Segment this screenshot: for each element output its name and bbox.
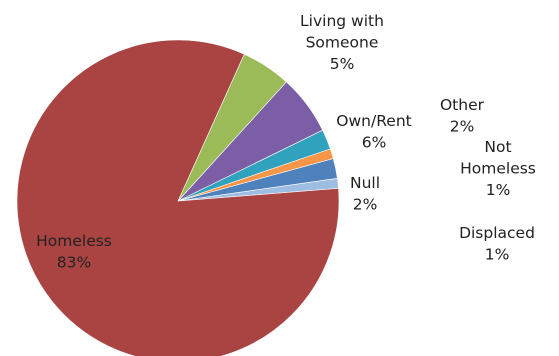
slice-label-line: Null: [350, 174, 380, 192]
slice-label-line: Other: [440, 96, 485, 114]
slice-label-line: Homeless: [36, 232, 112, 250]
slice-label-homeless: Homeless 83%: [36, 232, 112, 271]
slice-label-line: 2%: [353, 195, 378, 213]
slice-label-living-with: Living with Someone 5%: [300, 12, 384, 73]
slice-label-line: Living with: [300, 12, 384, 30]
slice-label-line: 1%: [485, 245, 510, 263]
slice-label-displaced: Displaced 1%: [459, 224, 535, 263]
slice-label-not: Not Homeless 1%: [460, 138, 536, 199]
slice-label-line: 83%: [57, 253, 91, 271]
pie-slices: [16, 39, 340, 356]
slice-label-own-rent: Own/Rent 6%: [336, 112, 411, 151]
pie-labels: Displaced 1% Null 2% Not Homeless 1% Other 2% Own…: [36, 12, 536, 271]
slice-label-other: Other 2%: [440, 96, 485, 135]
slice-label-line: 2%: [450, 117, 475, 135]
slice-label-line: Not: [484, 138, 511, 156]
slice-label-line: 1%: [486, 181, 511, 199]
slice-label-line: 6%: [362, 133, 387, 151]
slice-label-line: 5%: [330, 55, 355, 73]
slice-label-line: Own/Rent: [336, 112, 411, 130]
pie-slice-homeless: [16, 39, 340, 356]
slice-label-line: Homeless: [460, 159, 536, 177]
slice-label-line: Displaced: [459, 224, 535, 242]
slice-label-null: Null 2%: [350, 174, 380, 213]
slice-label-line: Someone: [306, 33, 379, 51]
